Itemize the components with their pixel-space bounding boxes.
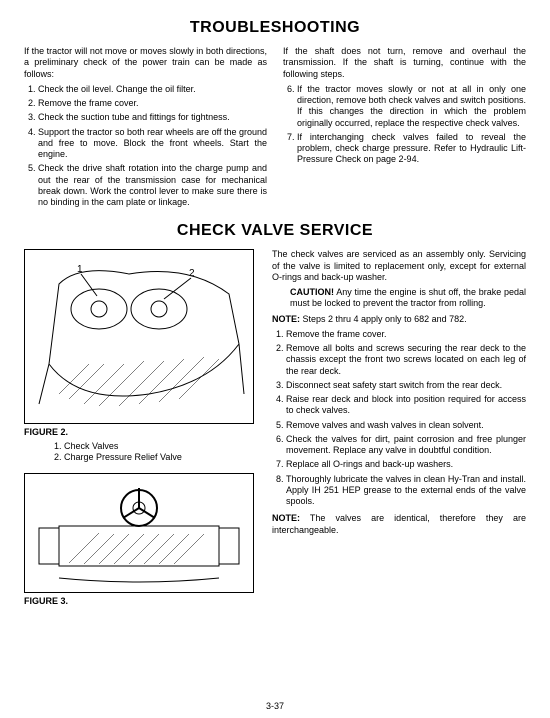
troubleshooting-intro: If the tractor will not move or moves sl… bbox=[24, 46, 267, 80]
cv-step-2: Remove all bolts and screws securing the… bbox=[286, 343, 526, 377]
cv-step-5: Remove valves and wash valves in clean s… bbox=[286, 420, 526, 431]
cv-step-6: Check the valves for dirt, paint corrosi… bbox=[286, 434, 526, 457]
ts-step-7: If interchanging check valves failed to … bbox=[297, 132, 526, 166]
ts-step-3: Check the suction tube and fittings for … bbox=[38, 112, 267, 123]
figure-2-box: 1 2 bbox=[24, 249, 254, 424]
figure-3-box bbox=[24, 473, 254, 593]
svg-text:1: 1 bbox=[77, 264, 83, 275]
cv-step-7: Replace all O-rings and back-up washers. bbox=[286, 459, 526, 470]
ts-step-5: Check the drive shaft rotation into the … bbox=[38, 163, 267, 208]
troubleshooting-heading: TROUBLESHOOTING bbox=[24, 18, 526, 38]
troubleshooting-steps-left: Check the oil level. Change the oil filt… bbox=[24, 84, 267, 209]
checkvalve-caution: CAUTION! Any time the engine is shut off… bbox=[272, 287, 526, 310]
ts-step-6: If the tractor moves slowly or not at al… bbox=[297, 84, 526, 129]
troubleshooting-right-top: If the shaft does not turn, remove and o… bbox=[283, 46, 526, 80]
figure-3-art bbox=[29, 478, 249, 588]
cv-step-3: Disconnect seat safety start switch from… bbox=[286, 380, 526, 391]
ts-step-2: Remove the frame cover. bbox=[38, 98, 267, 109]
caution-label: CAUTION! bbox=[290, 287, 334, 297]
checkvalve-note2: NOTE: The valves are identical, therefor… bbox=[272, 513, 526, 536]
note1-label: NOTE: bbox=[272, 314, 300, 324]
troubleshooting-steps-right: If the tractor moves slowly or not at al… bbox=[283, 84, 526, 166]
cv-step-8: Thoroughly lubricate the valves in clean… bbox=[286, 474, 526, 508]
checkvalve-columns: 1 2 FIGURE 2. 1. Check Valves 2. Charge … bbox=[24, 249, 526, 609]
note2-label: NOTE: bbox=[272, 513, 300, 523]
cv-step-1: Remove the frame cover. bbox=[286, 329, 526, 340]
figure-2-legend-1: 1. Check Valves bbox=[54, 441, 256, 452]
checkvalve-steps: Remove the frame cover. Remove all bolts… bbox=[272, 329, 526, 508]
troubleshooting-columns: If the tractor will not move or moves sl… bbox=[24, 46, 526, 211]
checkvalve-heading: CHECK VALVE SERVICE bbox=[24, 221, 526, 241]
figure-2-legend: 1. Check Valves 2. Charge Pressure Relie… bbox=[24, 441, 256, 464]
svg-text:2: 2 bbox=[189, 268, 195, 279]
checkvalve-intro: The check valves are serviced as an asse… bbox=[272, 249, 526, 283]
ts-step-4: Support the tractor so both rear wheels … bbox=[38, 127, 267, 161]
cv-step-4: Raise rear deck and block into position … bbox=[286, 394, 526, 417]
figure-2-legend-2: 2. Charge Pressure Relief Valve bbox=[54, 452, 256, 463]
checkvalve-left-col: 1 2 FIGURE 2. 1. Check Valves 2. Charge … bbox=[24, 249, 256, 609]
checkvalve-right-col: The check valves are serviced as an asse… bbox=[272, 249, 526, 609]
note1-text: Steps 2 thru 4 apply only to 682 and 782… bbox=[300, 314, 467, 324]
figure-3-label: FIGURE 3. bbox=[24, 596, 256, 607]
figure-2-label: FIGURE 2. bbox=[24, 427, 256, 438]
figure-2-art: 1 2 bbox=[29, 254, 249, 419]
ts-step-1: Check the oil level. Change the oil filt… bbox=[38, 84, 267, 95]
note2-text: The valves are identical, therefore they… bbox=[272, 513, 526, 534]
checkvalve-note1: NOTE: Steps 2 thru 4 apply only to 682 a… bbox=[272, 314, 526, 325]
page-number: 3-37 bbox=[0, 701, 550, 712]
troubleshooting-left-col: If the tractor will not move or moves sl… bbox=[24, 46, 267, 211]
troubleshooting-right-col: If the shaft does not turn, remove and o… bbox=[283, 46, 526, 211]
